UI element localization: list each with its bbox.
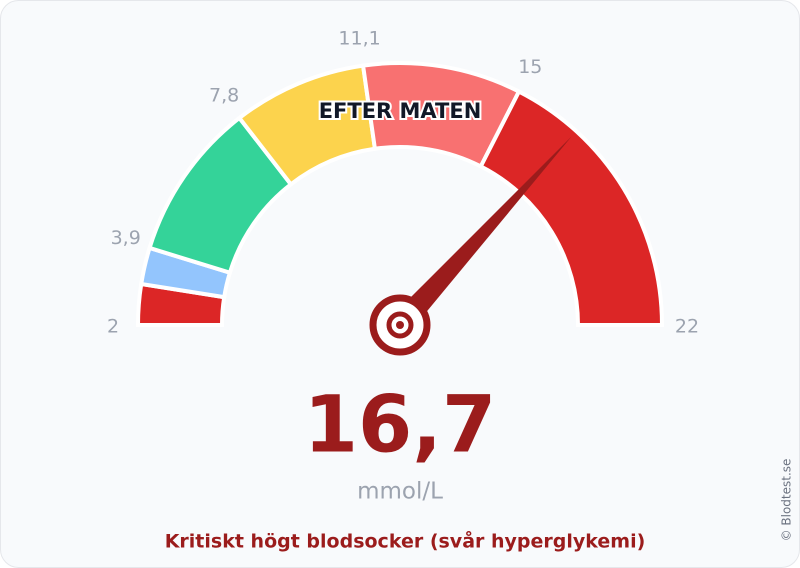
tick-label: 15 <box>518 56 542 78</box>
needle <box>391 136 572 334</box>
tick-label: 7,8 <box>209 85 239 107</box>
gauge: 2 3,9 7,8 11,1 15 22 <box>107 27 699 356</box>
status: Kritiskt högt blodsocker (svår hyperglyk… <box>165 529 646 553</box>
value-label: 16,7 <box>304 380 496 470</box>
tick-label: 3,9 <box>111 227 141 249</box>
needle-hub-dot <box>396 321 404 329</box>
gauge-band <box>478 88 665 327</box>
chart-title: EFTER MATEN <box>319 99 482 123</box>
tick-label: 22 <box>675 316 699 338</box>
tick-label: 2 <box>107 316 119 338</box>
copyright: © Blodtest.se <box>780 459 794 542</box>
tick-label: 11,1 <box>338 27 380 49</box>
unit: mmol/L <box>357 479 443 505</box>
